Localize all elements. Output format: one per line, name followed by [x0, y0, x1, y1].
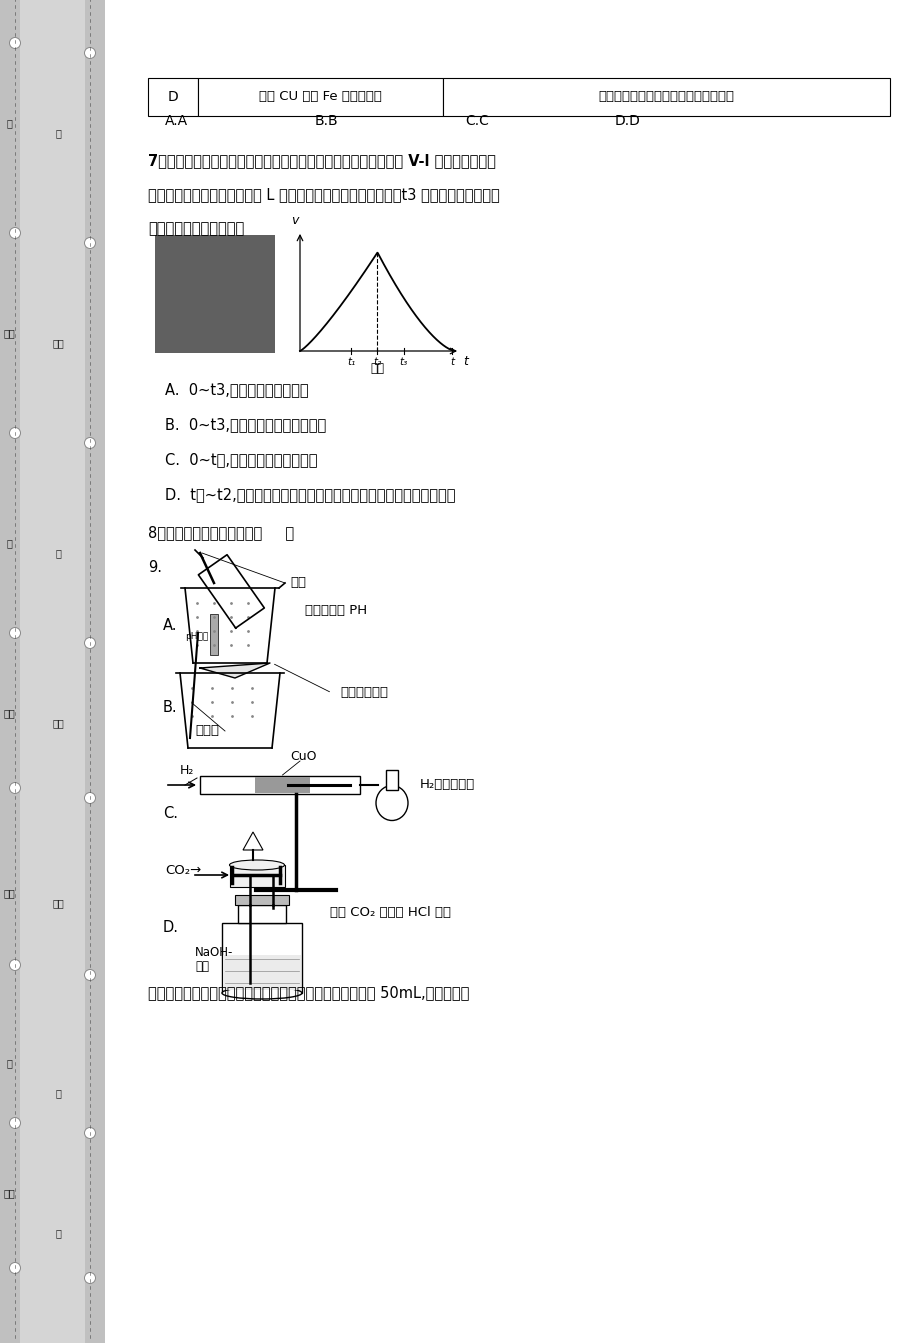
- Text: 订: 订: [55, 548, 61, 557]
- Ellipse shape: [221, 987, 301, 999]
- Text: C.C: C.C: [464, 114, 488, 128]
- Circle shape: [85, 238, 96, 248]
- Circle shape: [9, 38, 20, 48]
- Text: H₂: H₂: [180, 764, 194, 776]
- Text: 镪子: 镪子: [289, 576, 306, 590]
- Text: 7．小王系好安全弹性绳玩蹦极，他从最高点下落到最低点过程的 V-l 图像如图甲所示: 7．小王系好安全弹性绳玩蹦极，他从最高点下落到最低点过程的 V-l 图像如图甲所…: [148, 153, 495, 168]
- Text: 图甲: 图甲: [370, 361, 384, 375]
- Text: A.  0~t3,小王的动能不断增大: A. 0~t3,小王的动能不断增大: [165, 383, 308, 398]
- Text: 水稀释浓硫酸: 水稀释浓硫酸: [340, 686, 388, 700]
- Text: H₂还原氧化铜: H₂还原氧化铜: [420, 779, 475, 791]
- Text: 外: 外: [55, 1088, 61, 1099]
- Circle shape: [85, 1128, 96, 1139]
- Text: t₃: t₃: [399, 357, 407, 367]
- Text: C.  0~t｜,小王的机械能不断增大: C. 0~t｜,小王的机械能不断增大: [165, 453, 317, 467]
- Text: 8．下列实验操作正确的是（     ）: 8．下列实验操作正确的是（ ）: [148, 525, 294, 540]
- Bar: [210, 614, 218, 655]
- Circle shape: [85, 438, 96, 449]
- Text: t₁: t₁: [346, 357, 355, 367]
- Bar: [198, 78, 443, 115]
- Circle shape: [85, 970, 96, 980]
- Bar: [386, 770, 398, 790]
- Text: CO₂→: CO₂→: [165, 864, 201, 877]
- Bar: [238, 905, 286, 923]
- Circle shape: [9, 427, 20, 439]
- Text: 考号: 考号: [3, 328, 15, 338]
- Text: B.: B.: [163, 701, 177, 716]
- Text: 浓硫酸: 浓硫酸: [195, 724, 219, 737]
- Text: 班级: 班级: [3, 708, 15, 719]
- Text: v: v: [291, 214, 299, 227]
- Text: 使用如图装置验证空气中氧气的含量，（量筒中初如液面是 50mL,试管容积为: 使用如图装置验证空气中氧气的含量，（量筒中初如液面是 50mL,试管容积为: [148, 986, 469, 1001]
- Text: C.: C.: [163, 806, 177, 821]
- Circle shape: [9, 783, 20, 794]
- Text: 溶液: 溶液: [195, 960, 209, 974]
- Bar: [20, 0, 85, 1343]
- Text: CuO: CuO: [289, 749, 316, 763]
- Text: 考号: 考号: [52, 338, 63, 348]
- Bar: [199, 776, 359, 794]
- Text: t₂: t₂: [373, 357, 381, 367]
- Text: 姓名: 姓名: [3, 888, 15, 898]
- Circle shape: [85, 1273, 96, 1284]
- Text: 则下列说法正确的是（）: 则下列说法正确的是（）: [148, 222, 244, 236]
- Circle shape: [85, 792, 96, 803]
- Text: 除去 CO₂ 中少量 HCl 气体: 除去 CO₂ 中少量 HCl 气体: [330, 907, 450, 920]
- Text: B.B: B.B: [314, 114, 338, 128]
- Text: （忽略空气阻力）。已知：在 L 时，弹性绳处于自然伸直状态；t3 时，小王到最低点。: （忽略空气阻力）。已知：在 L 时，弹性绳处于自然伸直状态；t3 时，小王到最低…: [148, 188, 499, 203]
- Circle shape: [85, 47, 96, 59]
- Text: D.D: D.D: [614, 114, 641, 128]
- Bar: [221, 923, 301, 992]
- Text: 测定溶液的 PH: 测定溶液的 PH: [305, 603, 367, 616]
- Text: 装: 装: [6, 1058, 12, 1068]
- Bar: [234, 894, 289, 905]
- Bar: [154, 235, 275, 353]
- Polygon shape: [199, 663, 269, 678]
- Circle shape: [9, 627, 20, 638]
- Text: 学校: 学校: [3, 1189, 15, 1198]
- Bar: [222, 955, 301, 990]
- Ellipse shape: [229, 860, 284, 870]
- Ellipse shape: [376, 786, 407, 821]
- Text: 分离 CU 粉和 Fe 粉的混合物: 分离 CU 粉和 Fe 粉的混合物: [259, 90, 381, 103]
- Circle shape: [9, 1262, 20, 1273]
- Text: 级: 级: [6, 118, 12, 128]
- Circle shape: [85, 638, 96, 649]
- Text: 9.: 9.: [148, 560, 162, 576]
- Circle shape: [9, 1117, 20, 1128]
- Text: D.: D.: [163, 920, 179, 936]
- Text: B.  0~t3,小王的重力势能不断减少: B. 0~t3,小王的重力势能不断减少: [165, 418, 326, 432]
- Bar: [0, 0, 105, 1343]
- Text: D: D: [167, 90, 178, 103]
- Circle shape: [9, 227, 20, 239]
- Text: 内: 内: [55, 1228, 61, 1238]
- Text: t: t: [462, 355, 468, 368]
- Bar: [443, 78, 889, 115]
- Text: pH试纸: pH试纸: [185, 633, 208, 641]
- Text: A.A: A.A: [165, 114, 187, 128]
- Text: 加入足量的稀硫酸，过滤、洗涤、干燥: 加入足量的稀硫酸，过滤、洗涤、干燥: [598, 90, 733, 103]
- Text: 订: 订: [6, 539, 12, 548]
- Circle shape: [9, 959, 20, 971]
- Text: 姓名: 姓名: [52, 898, 63, 908]
- Text: D.  t｜~t2,小王的机械能转化为绳的弹性势能，小王的速度逐渐变小: D. t｜~t2,小王的机械能转化为绳的弹性势能，小王的速度逐渐变小: [165, 488, 455, 502]
- Bar: [148, 78, 198, 115]
- Text: A.: A.: [163, 618, 177, 633]
- Text: NaOH-: NaOH-: [195, 947, 233, 959]
- Text: 班级: 班级: [52, 719, 63, 728]
- Bar: [230, 865, 285, 886]
- Text: t: t: [449, 357, 454, 367]
- Bar: [255, 778, 310, 792]
- Text: 级: 级: [55, 128, 61, 138]
